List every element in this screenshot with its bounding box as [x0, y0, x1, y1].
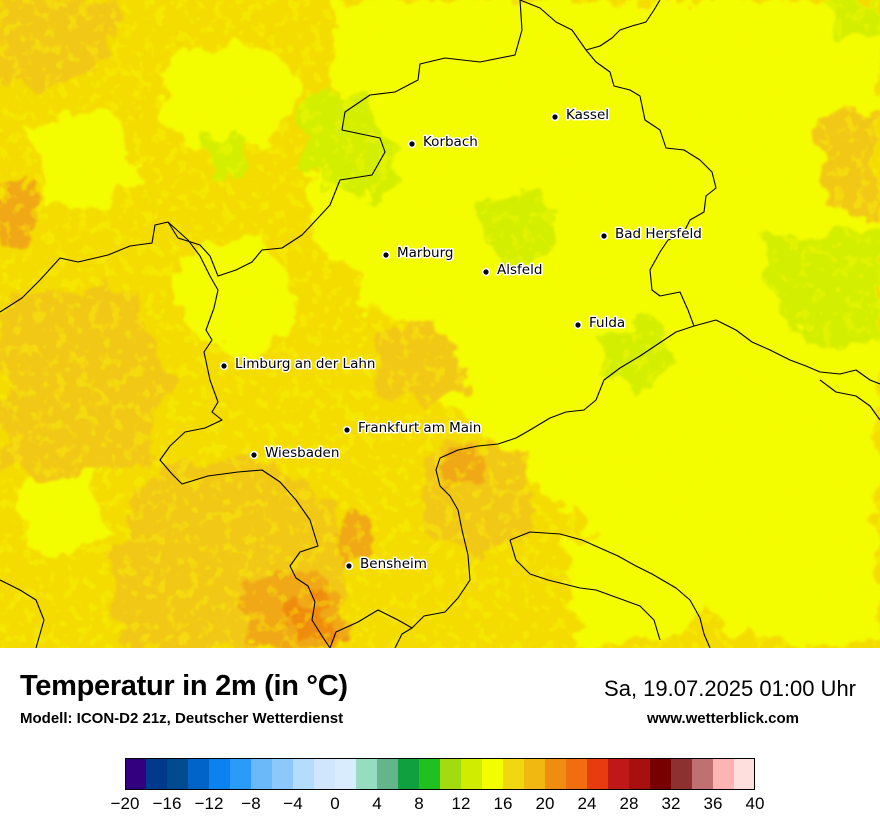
city-label: Alsfeld: [497, 262, 542, 278]
hesse-border: [0, 0, 523, 313]
city-bensheim: Bensheim: [344, 555, 428, 574]
city-kassel: Kassel: [550, 106, 611, 125]
legend-tick: 24: [577, 794, 597, 813]
legend-swatch: [482, 758, 504, 790]
legend-swatch: [188, 758, 210, 790]
city-dot: [344, 561, 354, 571]
legend-swatch: [713, 758, 735, 790]
city-dot: [599, 231, 609, 241]
city-label: Bensheim: [360, 556, 427, 572]
legend-tick: 20: [535, 794, 555, 813]
legend-tick: −8: [241, 794, 261, 813]
city-dot: [342, 425, 352, 435]
city-label: Kassel: [566, 107, 609, 123]
city-label: Bad Hersfeld: [615, 226, 702, 242]
legend-tick: 28: [619, 794, 639, 813]
legend-swatch: [461, 758, 483, 790]
legend-swatch: [125, 758, 147, 790]
legend-frame: [125, 758, 755, 790]
footer: Temperatur in 2m (in °C) Modell: ICON-D2…: [0, 648, 880, 830]
state-borders: [0, 0, 880, 648]
city-markers: Kassel Korbach Bad Hersfeld Marburg Alsfeld F…: [219, 106, 703, 574]
legend-tick: 4: [372, 794, 382, 813]
legend-tick: 8: [414, 794, 424, 813]
city-frankfurt-am-main: Frankfurt am Main: [342, 419, 483, 438]
legend-swatch: [503, 758, 525, 790]
legend-tick: −16: [152, 794, 182, 813]
temperature-map: Kassel Korbach Bad Hersfeld Marburg Alsfeld F…: [0, 0, 880, 648]
legend-swatch: [608, 758, 630, 790]
city-dot: [219, 361, 229, 371]
legend-tick: −12: [194, 794, 224, 813]
legend-swatch: [419, 758, 441, 790]
website-link[interactable]: www.wetterblick.com: [647, 710, 799, 727]
legend-swatch: [314, 758, 336, 790]
legend-swatch: [293, 758, 315, 790]
legend-swatch: [692, 758, 714, 790]
city-korbach: Korbach: [407, 133, 479, 152]
legend-tick: −20: [110, 794, 140, 813]
city-marburg: Marburg: [381, 244, 455, 263]
forecast-datetime: Sa, 19.07.2025 01:00 Uhr: [604, 676, 856, 701]
legend-swatch: [629, 758, 651, 790]
legend-swatch: [209, 758, 231, 790]
city-dot: [381, 250, 391, 260]
legend-swatch: [524, 758, 546, 790]
legend-swatch: [566, 758, 588, 790]
city-label: Frankfurt am Main: [358, 420, 481, 436]
legend-tick: 32: [661, 794, 681, 813]
legend-swatch: [587, 758, 609, 790]
legend-swatch: [398, 758, 420, 790]
legend-swatch: [230, 758, 252, 790]
legend-tick: 40: [745, 794, 765, 813]
legend-swatch: [356, 758, 378, 790]
legend-swatch: [146, 758, 168, 790]
city-fulda: Fulda: [573, 314, 627, 333]
city-label: Korbach: [423, 134, 478, 150]
legend-swatch: [251, 758, 273, 790]
legend-ticks: −20 −16 −12 −8 −4 0 4 8 12 16 20 24 28 32 36 40: [0, 794, 880, 818]
legend-tick: 12: [451, 794, 471, 813]
city-label: Marburg: [397, 245, 453, 261]
legend-tick: −4: [283, 794, 303, 813]
city-label: Fulda: [589, 315, 625, 331]
legend-swatch: [377, 758, 399, 790]
city-limburg-an-der-lahn: Limburg an der Lahn: [219, 355, 377, 374]
legend-swatch: [335, 758, 357, 790]
city-label: Limburg an der Lahn: [235, 356, 375, 372]
legend-swatch: [272, 758, 294, 790]
city-bad-hersfeld: Bad Hersfeld: [599, 225, 703, 244]
city-alsfeld: Alsfeld: [481, 261, 544, 280]
legend-swatch: [545, 758, 567, 790]
city-dot: [249, 450, 259, 460]
city-dot: [481, 267, 491, 277]
legend-swatch: [440, 758, 462, 790]
legend-swatch: [167, 758, 189, 790]
temperature-legend: [125, 758, 755, 790]
city-label: Wiesbaden: [265, 445, 339, 461]
legend-swatch: [734, 758, 755, 790]
legend-swatch: [650, 758, 672, 790]
map-title: Temperatur in 2m (in °C): [20, 670, 348, 702]
city-dot: [550, 112, 560, 122]
legend-tick: 16: [493, 794, 513, 813]
legend-swatch: [671, 758, 693, 790]
city-dot: [573, 320, 583, 330]
city-dot: [407, 139, 417, 149]
city-wiesbaden: Wiesbaden: [249, 444, 341, 463]
legend-tick: 36: [703, 794, 723, 813]
legend-tick: 0: [330, 794, 340, 813]
model-info: Modell: ICON-D2 21z, Deutscher Wetterdie…: [20, 710, 344, 727]
